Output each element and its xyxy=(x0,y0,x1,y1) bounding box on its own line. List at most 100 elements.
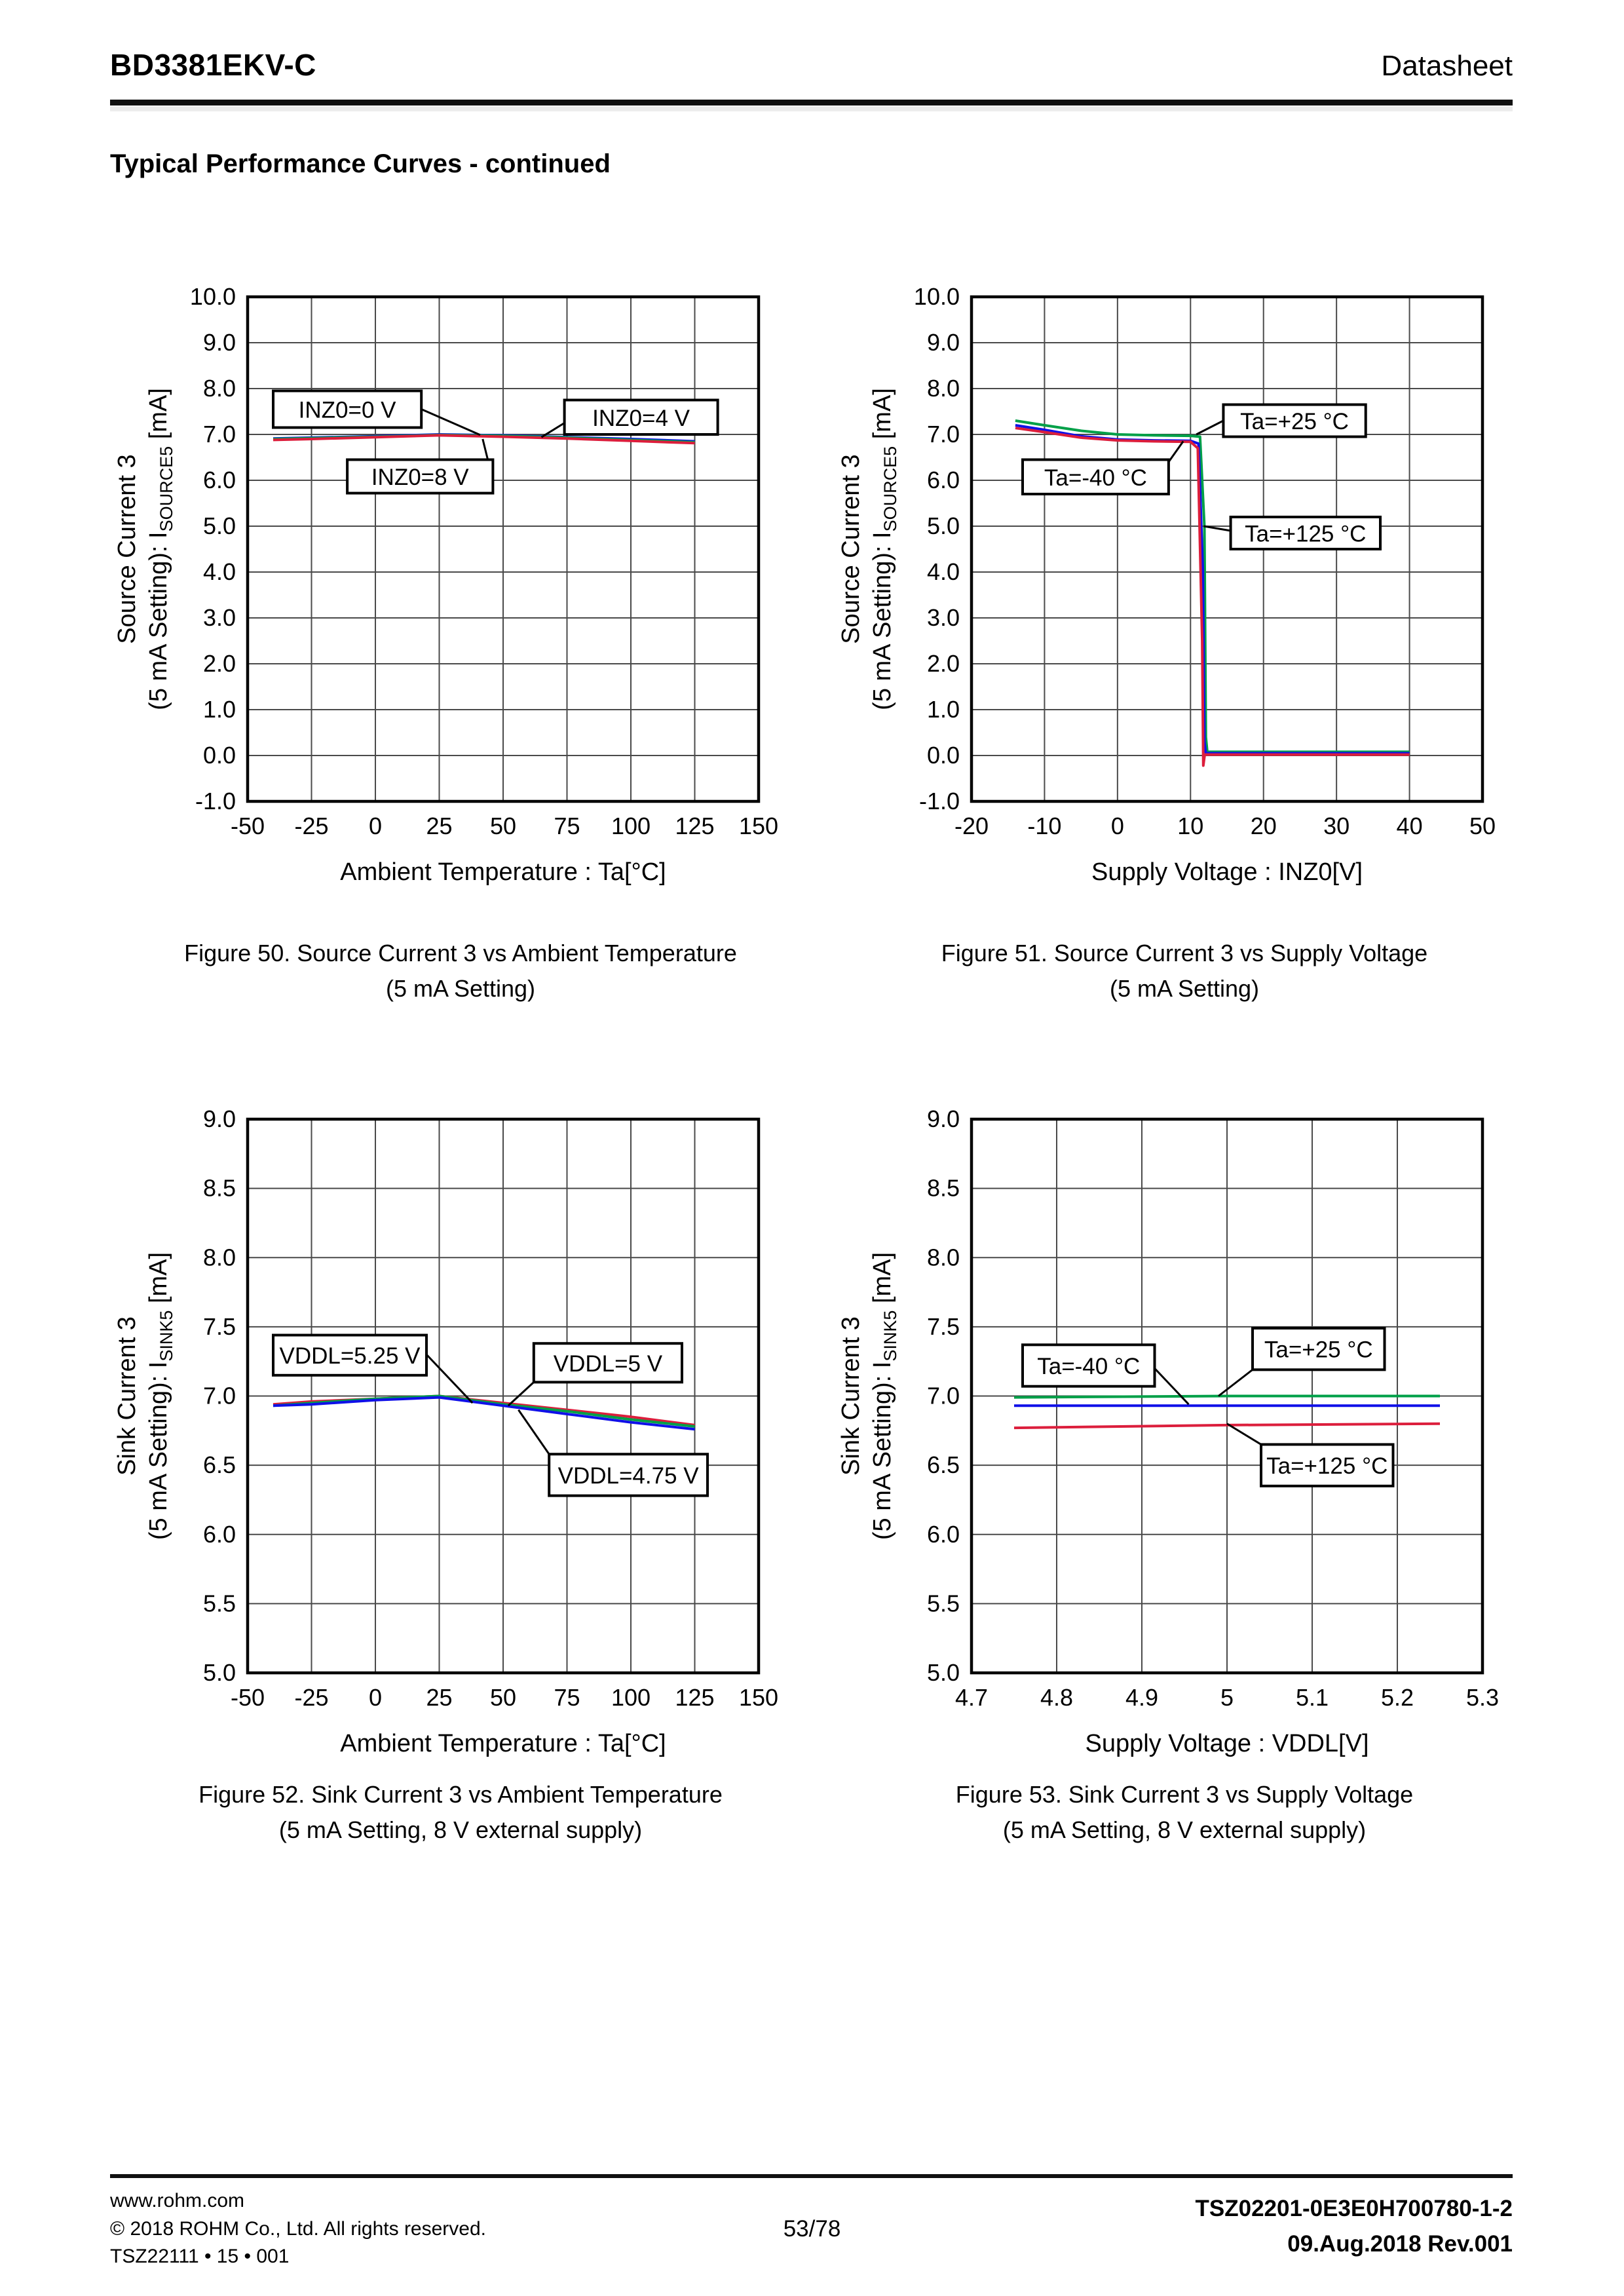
svg-text:5.3: 5.3 xyxy=(1466,1684,1499,1711)
svg-text:VDDL=5 V: VDDL=5 V xyxy=(554,1351,663,1377)
svg-text:Ta=-40 °C: Ta=-40 °C xyxy=(1037,1354,1140,1379)
svg-text:3.0: 3.0 xyxy=(927,604,960,631)
svg-text:Ta=+125 °C: Ta=+125 °C xyxy=(1245,522,1366,547)
svg-text:7.0: 7.0 xyxy=(203,421,236,448)
footer-rule xyxy=(110,2174,1513,2178)
svg-text:7.5: 7.5 xyxy=(927,1313,960,1340)
figure52-caption-title: Figure 52. Sink Current 3 vs Ambient Tem… xyxy=(198,1781,723,1808)
figure50-caption-title: Figure 50. Source Current 3 vs Ambient T… xyxy=(184,940,737,966)
svg-text:INZ0=8 V: INZ0=8 V xyxy=(371,465,469,490)
svg-text:8.0: 8.0 xyxy=(927,375,960,402)
svg-text:Ta=-40 °C: Ta=-40 °C xyxy=(1044,465,1147,491)
footer-code: TSZ22111 • 15 • 001 xyxy=(110,2246,290,2268)
svg-text:Sink Current 3: Sink Current 3 xyxy=(113,1316,141,1476)
svg-text:150: 150 xyxy=(739,1684,778,1711)
svg-text:4.9: 4.9 xyxy=(1125,1684,1158,1711)
svg-text:100: 100 xyxy=(611,1684,651,1711)
page-number: 53/78 xyxy=(783,2216,841,2242)
svg-text:2.0: 2.0 xyxy=(927,650,960,677)
svg-text:-25: -25 xyxy=(294,813,328,839)
svg-text:Ta=+25 °C: Ta=+25 °C xyxy=(1264,1337,1373,1363)
svg-text:VDDL=5.25 V: VDDL=5.25 V xyxy=(280,1343,421,1369)
header-rule xyxy=(110,100,1513,105)
figure50-chart: -50 -25 0 25 50 75 100 125 150 10.0 9.0 8.0 7.0 6.0 5.… xyxy=(97,261,824,906)
svg-text:75: 75 xyxy=(554,1684,580,1711)
svg-text:INZ0=4 V: INZ0=4 V xyxy=(592,406,690,431)
svg-text:8.5: 8.5 xyxy=(927,1175,960,1202)
svg-text:(5 mA Setting): ISOURCE5 [mA]: (5 mA Setting): ISOURCE5 [mA] xyxy=(869,388,900,710)
header-rule-shadow xyxy=(110,107,1513,111)
svg-text:(5 mA Setting): ISINK5 [mA]: (5 mA Setting): ISINK5 [mA] xyxy=(869,1252,900,1540)
svg-text:5.5: 5.5 xyxy=(927,1590,960,1617)
svg-text:9.0: 9.0 xyxy=(203,329,236,356)
svg-text:-20: -20 xyxy=(954,813,989,839)
fig53-svg: 4.7 4.8 4.9 5 5.1 5.2 5.3 9.0 8.5 8.0 7.5 7.0 6.5 6.0… xyxy=(837,1105,1499,1757)
svg-text:6.0: 6.0 xyxy=(927,467,960,493)
svg-text:6.5: 6.5 xyxy=(927,1451,960,1478)
svg-text:125: 125 xyxy=(675,1684,714,1711)
figure53-caption: Figure 53. Sink Current 3 vs Supply Volt… xyxy=(821,1777,1548,1848)
svg-text:5.0: 5.0 xyxy=(203,1659,236,1686)
svg-text:VDDL=4.75 V: VDDL=4.75 V xyxy=(558,1463,700,1489)
svg-text:25: 25 xyxy=(426,813,452,839)
svg-text:5: 5 xyxy=(1220,1684,1234,1711)
svg-text:Supply Voltage : INZ0[V]: Supply Voltage : INZ0[V] xyxy=(1091,858,1363,886)
svg-text:10.0: 10.0 xyxy=(914,283,960,310)
svg-text:1.0: 1.0 xyxy=(203,696,236,723)
svg-text:Ambient Temperature : Ta[°C]: Ambient Temperature : Ta[°C] xyxy=(340,1730,666,1757)
footer-left: www.rohm.com © 2018 ROHM Co., Ltd. All r… xyxy=(110,2187,486,2271)
svg-text:10: 10 xyxy=(1177,813,1203,839)
svg-text:(5 mA Setting): ISINK5 [mA]: (5 mA Setting): ISINK5 [mA] xyxy=(145,1252,176,1540)
figure53-chart: 4.7 4.8 4.9 5 5.1 5.2 5.3 9.0 8.5 8.0 7.5 7.0 6.5 6.0… xyxy=(821,1083,1548,1778)
svg-text:5.2: 5.2 xyxy=(1381,1684,1414,1711)
svg-text:5.0: 5.0 xyxy=(203,512,236,539)
figure52-chart: -50 -25 0 25 50 75 100 125 150 9.0 8.5 8.0 7.5 7.0 6.5… xyxy=(97,1083,824,1778)
svg-text:Supply Voltage : VDDL[V]: Supply Voltage : VDDL[V] xyxy=(1085,1730,1369,1757)
svg-text:3.0: 3.0 xyxy=(203,604,236,631)
svg-text:50: 50 xyxy=(490,1684,516,1711)
figure52-caption: Figure 52. Sink Current 3 vs Ambient Tem… xyxy=(97,1777,824,1848)
footer-right: TSZ02201-0E3E0H700780-1-2 09.Aug.2018 Re… xyxy=(1196,2191,1513,2263)
svg-text:40: 40 xyxy=(1397,813,1423,839)
svg-text:75: 75 xyxy=(554,813,580,839)
svg-text:0: 0 xyxy=(1111,813,1124,839)
svg-text:7.0: 7.0 xyxy=(203,1383,236,1409)
doc-type-label: Datasheet xyxy=(1381,50,1513,82)
svg-text:-1.0: -1.0 xyxy=(919,788,960,814)
svg-text:0: 0 xyxy=(369,813,382,839)
fig52-svg: -50 -25 0 25 50 75 100 125 150 9.0 8.5 8.0 7.5 7.0 6.5… xyxy=(113,1105,778,1757)
svg-text:7.5: 7.5 xyxy=(203,1313,236,1340)
svg-text:8.0: 8.0 xyxy=(203,375,236,402)
footer-doc-number: TSZ02201-0E3E0H700780-1-2 xyxy=(1195,2196,1513,2221)
svg-text:150: 150 xyxy=(739,813,778,839)
svg-text:INZ0=0 V: INZ0=0 V xyxy=(299,398,396,423)
svg-text:125: 125 xyxy=(675,813,714,839)
figure51-caption: Figure 51. Source Current 3 vs Supply Vo… xyxy=(821,936,1548,1006)
svg-text:7.0: 7.0 xyxy=(927,421,960,448)
svg-text:Source Current 3: Source Current 3 xyxy=(837,454,865,643)
fig51-svg: -20 -10 0 10 20 30 40 50 10.0 9.0 8.0 7.0 6.0 5.0 4.0 3… xyxy=(837,283,1496,886)
svg-text:10.0: 10.0 xyxy=(190,283,236,310)
figure51-caption-title: Figure 51. Source Current 3 vs Supply Vo… xyxy=(941,940,1428,966)
svg-text:20: 20 xyxy=(1251,813,1277,839)
figure50-caption: Figure 50. Source Current 3 vs Ambient T… xyxy=(97,936,824,1006)
svg-text:Ambient Temperature : Ta[°C]: Ambient Temperature : Ta[°C] xyxy=(340,858,666,886)
svg-text:5.0: 5.0 xyxy=(927,512,960,539)
svg-text:8.0: 8.0 xyxy=(927,1244,960,1271)
svg-text:-50: -50 xyxy=(231,1684,265,1711)
svg-text:1.0: 1.0 xyxy=(927,696,960,723)
svg-text:4.8: 4.8 xyxy=(1040,1684,1073,1711)
footer-revision: 09.Aug.2018 Rev.001 xyxy=(1287,2231,1513,2257)
svg-text:100: 100 xyxy=(611,813,651,839)
svg-text:8.0: 8.0 xyxy=(203,1244,236,1271)
svg-text:4.7: 4.7 xyxy=(955,1684,988,1711)
figure50-caption-subtitle: (5 mA Setting) xyxy=(385,975,536,1002)
svg-text:Ta=+125 °C: Ta=+125 °C xyxy=(1266,1453,1388,1479)
svg-text:4.0: 4.0 xyxy=(927,558,960,585)
product-title: BD3381EKV-C xyxy=(110,48,316,82)
svg-text:6.0: 6.0 xyxy=(203,1521,236,1548)
svg-text:Ta=+25 °C: Ta=+25 °C xyxy=(1240,409,1349,434)
svg-text:-50: -50 xyxy=(231,813,265,839)
svg-text:-1.0: -1.0 xyxy=(195,788,236,814)
